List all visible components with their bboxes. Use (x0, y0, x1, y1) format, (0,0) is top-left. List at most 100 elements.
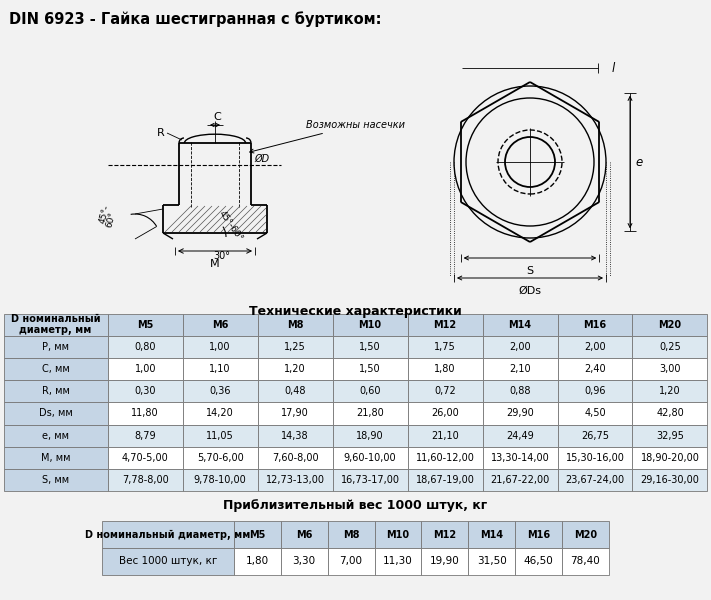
Text: М20: М20 (574, 530, 597, 540)
Text: 4,70-5,00: 4,70-5,00 (122, 453, 169, 463)
Bar (108, 469, 183, 491)
Text: 3,00: 3,00 (659, 364, 680, 374)
Text: М10: М10 (358, 320, 382, 330)
Bar (333, 469, 407, 491)
Text: 0,88: 0,88 (509, 386, 531, 396)
Bar (108, 336, 183, 358)
Text: 1,25: 1,25 (284, 342, 306, 352)
Text: 78,40: 78,40 (571, 556, 600, 566)
Text: C: C (213, 112, 221, 122)
Bar (333, 336, 407, 358)
Text: 1,80: 1,80 (246, 556, 269, 566)
Bar (108, 380, 183, 403)
Text: 29,16-30,00: 29,16-30,00 (641, 475, 700, 485)
Text: 0,96: 0,96 (584, 386, 606, 396)
Bar (483, 314, 557, 336)
Text: 26,75: 26,75 (581, 431, 609, 440)
Text: М16: М16 (527, 530, 550, 540)
Text: Вес 1000 штук, кг: Вес 1000 штук, кг (119, 556, 217, 566)
Text: 0,80: 0,80 (134, 342, 156, 352)
Bar (108, 358, 183, 380)
Text: 31,50: 31,50 (477, 556, 506, 566)
Bar (183, 358, 257, 380)
Bar (407, 447, 483, 469)
Text: 21,10: 21,10 (431, 431, 459, 440)
Bar (108, 403, 183, 425)
Bar (407, 358, 483, 380)
Bar (333, 447, 407, 469)
Text: 1,10: 1,10 (210, 364, 231, 374)
Text: 19,90: 19,90 (430, 556, 460, 566)
Text: М, мм: М, мм (41, 453, 70, 463)
Bar (557, 447, 633, 469)
Text: 5,70-6,00: 5,70-6,00 (197, 453, 244, 463)
Text: 2,40: 2,40 (584, 364, 606, 374)
Bar (183, 336, 257, 358)
Bar (234, 521, 281, 548)
Bar (183, 403, 257, 425)
Text: 21,80: 21,80 (356, 409, 384, 418)
Bar (633, 425, 707, 447)
Text: М6: М6 (296, 530, 312, 540)
Text: 12,73-13,00: 12,73-13,00 (266, 475, 325, 485)
Text: М16: М16 (584, 320, 606, 330)
Bar (407, 336, 483, 358)
Bar (108, 425, 183, 447)
Bar (4, 447, 108, 469)
Text: М14: М14 (508, 320, 532, 330)
Text: 14,20: 14,20 (206, 409, 234, 418)
Bar (483, 447, 557, 469)
Bar (483, 380, 557, 403)
Bar (4, 425, 108, 447)
Bar (483, 358, 557, 380)
Bar (4, 380, 108, 403)
Text: 42,80: 42,80 (656, 409, 684, 418)
Bar (281, 521, 328, 548)
Text: 0,48: 0,48 (284, 386, 306, 396)
Text: 18,67-19,00: 18,67-19,00 (416, 475, 474, 485)
Text: 11,30: 11,30 (383, 556, 413, 566)
Text: 3,30: 3,30 (293, 556, 316, 566)
Text: М8: М8 (287, 320, 304, 330)
Bar (633, 358, 707, 380)
Text: Р, мм: Р, мм (42, 342, 69, 352)
Bar (183, 314, 257, 336)
Text: 11,05: 11,05 (206, 431, 234, 440)
Text: D номинальный диаметр, мм: D номинальный диаметр, мм (85, 530, 251, 540)
Bar (469, 521, 515, 548)
Bar (375, 521, 422, 548)
Bar (483, 425, 557, 447)
Bar (183, 447, 257, 469)
Text: М5: М5 (249, 530, 265, 540)
Bar (557, 358, 633, 380)
Text: 24,49: 24,49 (506, 431, 534, 440)
Bar (328, 548, 375, 575)
Text: R, мм: R, мм (42, 386, 70, 396)
Text: М8: М8 (343, 530, 359, 540)
Text: 1,20: 1,20 (284, 364, 306, 374)
Bar (562, 521, 609, 548)
Text: 1,00: 1,00 (210, 342, 231, 352)
Text: M: M (210, 259, 220, 269)
Bar (257, 380, 333, 403)
Text: 1,80: 1,80 (434, 364, 456, 374)
Text: 14,38: 14,38 (282, 431, 309, 440)
Text: 7,00: 7,00 (340, 556, 363, 566)
Text: e: e (635, 155, 642, 169)
Text: ØD: ØD (254, 154, 269, 164)
Bar (333, 314, 407, 336)
Bar (257, 425, 333, 447)
Text: М5: М5 (137, 320, 154, 330)
Text: 1,20: 1,20 (659, 386, 680, 396)
Text: Технические характеристики: Технические характеристики (249, 305, 462, 318)
Text: Возможны насечки: Возможны насечки (250, 120, 405, 153)
Text: 7,60-8,00: 7,60-8,00 (272, 453, 319, 463)
Text: DIN 6923 - Гайка шестигранная с буртиком:: DIN 6923 - Гайка шестигранная с буртиком… (9, 11, 381, 26)
Bar (102, 548, 234, 575)
Bar (257, 314, 333, 336)
Text: 9,60-10,00: 9,60-10,00 (344, 453, 397, 463)
Text: 45°-60°: 45°-60° (217, 209, 245, 243)
Bar (633, 314, 707, 336)
Text: 60°: 60° (105, 211, 118, 229)
Bar (4, 403, 108, 425)
